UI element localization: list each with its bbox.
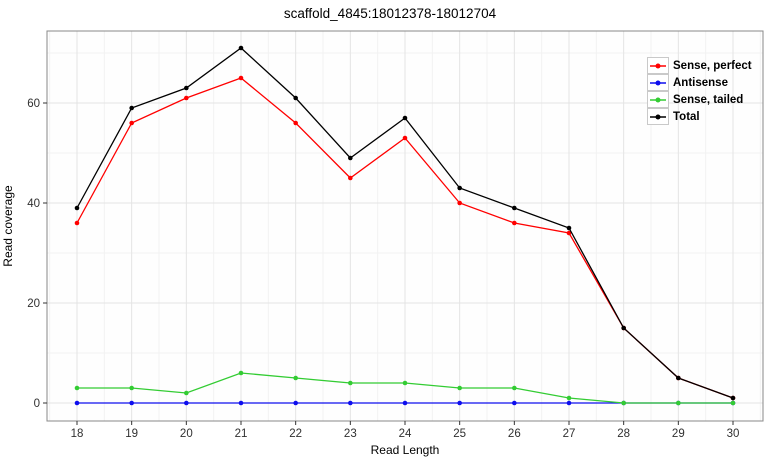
series-point-sense-tailed [566, 395, 572, 401]
y-tick-label: 20 [27, 298, 40, 310]
x-tick-label: 27 [563, 428, 576, 440]
series-point-antisense [512, 400, 517, 406]
legend-label: Sense, tailed [673, 93, 744, 106]
y-axis-label: Read coverage [1, 185, 15, 267]
legend-label: Total [673, 110, 700, 123]
series-point-total [129, 105, 134, 111]
x-tick-label: 25 [453, 428, 466, 440]
series-point-sense-perfect [293, 120, 298, 126]
legend-entry: Total [647, 107, 752, 125]
series-point-total [348, 155, 353, 161]
series-point-total [184, 85, 189, 91]
x-tick-label: 24 [399, 428, 412, 440]
series-point-total [512, 205, 517, 211]
series-point-sense-tailed [184, 390, 189, 396]
series-point-sense-tailed [621, 400, 626, 406]
legend-key-swatch [647, 90, 669, 108]
series-point-sense-tailed [457, 385, 462, 391]
x-tick-label: 22 [289, 428, 302, 440]
legend-key-glyph [650, 63, 666, 68]
series-point-sense-perfect [184, 95, 189, 101]
series-point-total [238, 45, 244, 51]
legend-key-swatch [647, 107, 669, 125]
series-point-total [293, 95, 298, 101]
series-point-sense-tailed [74, 385, 80, 391]
x-tick-label: 20 [180, 428, 193, 440]
series-point-sense-perfect [348, 175, 353, 181]
series-point-sense-perfect [566, 230, 572, 236]
series-point-sense-tailed [238, 370, 244, 376]
series-point-sense-perfect [74, 220, 80, 226]
legend: Sense, perfect Antisense Sense, tailed Tota… [647, 56, 752, 125]
x-tick-label: 28 [617, 428, 630, 440]
legend-label: Sense, perfect [673, 59, 752, 72]
series-point-total [74, 205, 80, 211]
legend-key-glyph [650, 97, 666, 102]
series-point-sense-perfect [512, 220, 517, 226]
series-point-sense-tailed [348, 380, 353, 386]
series-point-sense-tailed [676, 400, 681, 406]
legend-entry: Sense, perfect [647, 56, 752, 74]
series-point-sense-tailed [293, 375, 298, 381]
series-point-total [676, 375, 681, 381]
series-point-total [402, 115, 408, 121]
legend-key-swatch [647, 73, 669, 91]
series-point-antisense [457, 400, 462, 406]
series-point-total [621, 325, 626, 331]
x-tick-label: 23 [344, 428, 357, 440]
series-point-total [566, 225, 572, 231]
x-tick-label: 19 [125, 428, 138, 440]
y-tick-label: 40 [27, 198, 40, 210]
series-point-sense-perfect [457, 200, 462, 206]
legend-key-glyph [650, 114, 666, 119]
series-point-total [730, 395, 736, 401]
series-point-sense-tailed [402, 380, 408, 386]
x-tick-label: 26 [508, 428, 521, 440]
series-point-antisense [566, 400, 572, 406]
series-point-sense-perfect [402, 135, 408, 141]
series-point-antisense [293, 400, 298, 406]
series-point-antisense [129, 400, 134, 406]
series-point-sense-tailed [129, 385, 134, 391]
series-point-antisense [238, 400, 244, 406]
x-tick-label: 30 [727, 428, 740, 440]
y-tick-label: 60 [27, 98, 40, 110]
x-tick-label: 18 [71, 428, 84, 440]
y-tick-label: 0 [34, 398, 40, 410]
series-point-antisense [74, 400, 80, 406]
series-point-sense-perfect [129, 120, 134, 126]
legend-entry: Antisense [647, 73, 752, 91]
series-point-antisense [348, 400, 353, 406]
series-point-sense-tailed [730, 400, 736, 406]
x-tick-label: 21 [235, 428, 248, 440]
series-point-antisense [402, 400, 408, 406]
x-axis-label: Read Length [370, 443, 440, 457]
series-point-sense-tailed [512, 385, 517, 391]
legend-key-swatch [647, 56, 669, 74]
series-point-antisense [184, 400, 189, 406]
legend-label: Antisense [673, 76, 728, 89]
chart-title: scaffold_4845:18012378-18012704 [283, 6, 497, 21]
legend-key-glyph [650, 80, 666, 85]
series-point-sense-perfect [238, 75, 244, 81]
series-point-total [457, 185, 462, 191]
x-tick-label: 29 [672, 428, 685, 440]
legend-entry: Sense, tailed [647, 90, 752, 108]
